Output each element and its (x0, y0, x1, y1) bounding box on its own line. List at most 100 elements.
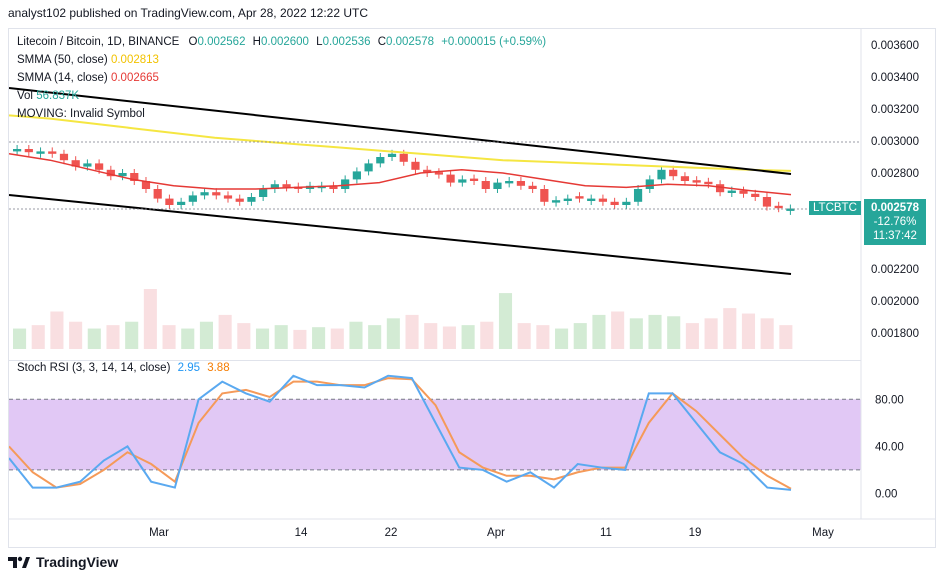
candle-body (223, 195, 233, 199)
smma50-label: SMMA (50, close) (17, 54, 108, 66)
price-axis-label: 0.002000 (871, 296, 919, 308)
volume-bar (125, 321, 139, 349)
volume-bar (424, 323, 438, 349)
volume-bar (255, 328, 270, 349)
price-axis-label: 0.002200 (871, 264, 919, 276)
volume-bar (330, 328, 344, 349)
candle-body (141, 181, 151, 189)
volume-bar (13, 328, 27, 349)
tradingview-footer[interactable]: TradingView (8, 554, 118, 570)
volume-bar (779, 325, 793, 349)
candle-body (704, 181, 713, 185)
candle-body (657, 169, 666, 180)
vol-value: 56.837K (36, 90, 80, 102)
candle-body (411, 161, 420, 170)
volume-bar (611, 311, 625, 349)
candle-body (387, 153, 397, 157)
stoch-k-value: 2.95 (177, 362, 201, 374)
candle-body (458, 179, 467, 183)
volume-bar (648, 314, 662, 349)
candle-body (282, 184, 291, 188)
moving-label: MOVING: Invalid Symbol (17, 108, 145, 120)
stoch-axis-label: 0.00 (875, 488, 897, 500)
candle-body (727, 190, 736, 193)
candle-body (341, 179, 350, 189)
volume-bar (442, 326, 456, 349)
price-axis-label: 0.003000 (871, 136, 919, 148)
candle-body (247, 197, 256, 202)
time-axis-label: May (812, 527, 834, 539)
legend-l-label: L (316, 36, 323, 48)
volume-bar (667, 316, 681, 349)
candle-body (610, 201, 619, 205)
volume-bar (704, 318, 718, 349)
legend-h-label: H (252, 36, 261, 48)
price-axis-label: 0.003600 (871, 40, 919, 52)
candle-body (423, 169, 432, 173)
candle-body (622, 201, 631, 205)
candle-body (48, 151, 57, 154)
candle-body (751, 193, 760, 197)
vol-label: Vol (17, 90, 33, 102)
volume-bar (106, 325, 120, 349)
volume-bar (760, 318, 774, 349)
legend-c-label: C (377, 36, 387, 48)
volume-bar (293, 329, 307, 349)
volume-bar (69, 321, 83, 349)
bar-countdown: 11:37:42 (873, 230, 917, 242)
candle-body (188, 195, 197, 202)
candle-body (633, 189, 643, 202)
candle-body (575, 196, 584, 199)
smma14-line (8, 153, 792, 196)
time-axis-label: Mar (149, 527, 169, 539)
volume-bar (741, 313, 756, 349)
volume-bar (629, 318, 643, 349)
volume-bar (312, 327, 326, 349)
candle-body (434, 172, 443, 175)
candle-body (540, 189, 549, 202)
candle-body (446, 174, 455, 183)
candle-body (528, 185, 537, 189)
candle-body (106, 169, 115, 177)
volume-bar (237, 323, 251, 349)
candle-body (130, 173, 139, 181)
volume-bar (31, 325, 45, 349)
candle-body (200, 192, 209, 196)
candle-body (153, 189, 162, 199)
candle-body (598, 198, 608, 202)
candle-body (36, 151, 45, 154)
volume-bar (162, 325, 176, 349)
volume-bar (723, 308, 737, 349)
candle-body (24, 149, 33, 153)
candle-body (399, 153, 408, 162)
time-axis-label: 19 (689, 527, 702, 539)
candle-body (692, 180, 701, 183)
price-axis-label: 0.003200 (871, 104, 919, 116)
candle-body (95, 163, 104, 170)
legend-change: +0.000015 (+0.59%) (441, 36, 547, 48)
candle-body (469, 178, 479, 181)
candle-body (786, 208, 795, 211)
candle-body (669, 169, 678, 177)
chart-panel[interactable]: 0.003600 0.003400 0.003200 0.003000 0.002800… (8, 28, 936, 548)
upper-trendline[interactable] (8, 87, 792, 175)
symbol-tag: LTCBTC (809, 201, 861, 215)
tradingview-logo-icon (8, 555, 30, 569)
candle-body (165, 198, 174, 205)
candle-body (739, 190, 748, 194)
candle-body (493, 182, 502, 189)
legend-o-label: O (188, 36, 198, 48)
time-axis-label: Apr (487, 527, 505, 539)
published-header: analyst102 published on TradingView.com,… (8, 6, 369, 20)
candle-body (587, 198, 596, 201)
lower-trendline[interactable] (8, 194, 792, 275)
candle-body (71, 160, 80, 167)
candle-body (376, 157, 385, 164)
candle-body (715, 184, 725, 193)
volume-bar (368, 325, 382, 349)
legend-c-val: 0.002578 (386, 36, 435, 48)
volume-bar (685, 323, 699, 349)
chart-canvas[interactable]: 0.003600 0.003400 0.003200 0.003000 0.002800… (8, 29, 935, 547)
volume-bar (405, 314, 419, 349)
volume-bar (199, 321, 213, 349)
